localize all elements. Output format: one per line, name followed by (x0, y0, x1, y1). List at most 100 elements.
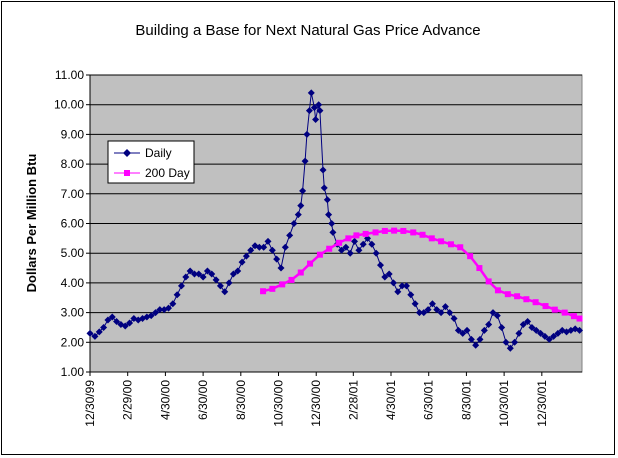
data-point-daily (190, 270, 198, 278)
data-point-daily (424, 306, 432, 314)
data-point-daily (95, 328, 103, 336)
data-point-daily (329, 228, 337, 236)
data-point-daily (346, 249, 354, 257)
data-point-daily (221, 288, 229, 296)
y-tick-label: 10.00 (54, 98, 84, 112)
series-layer (86, 89, 584, 352)
data-point-daily (485, 320, 493, 328)
data-point-daily (398, 282, 406, 290)
data-point-daily (381, 273, 389, 281)
data-point-200-day (269, 285, 276, 292)
data-point-200-day (428, 235, 435, 242)
y-tick-label: 5.00 (61, 246, 85, 260)
data-point-daily (502, 338, 510, 346)
data-point-200-day (400, 227, 407, 234)
x-tick-label: 12/30/00 (309, 380, 323, 427)
data-point-daily (247, 246, 255, 254)
data-point-200-day (551, 306, 558, 313)
data-point-daily (315, 101, 323, 109)
data-point-daily (319, 166, 327, 174)
legend-label-200-day: 200 Day (145, 166, 190, 180)
data-point-daily (550, 332, 558, 340)
data-point-daily (420, 309, 428, 317)
data-point-daily (86, 329, 94, 337)
data-point-daily (225, 279, 233, 287)
data-point-daily (177, 282, 185, 290)
data-point-200-day (523, 296, 530, 303)
y-tick-label: 8.00 (61, 157, 85, 171)
data-point-200-day (336, 239, 343, 246)
x-tick-label: 12/30/99 (83, 380, 97, 427)
data-point-daily (229, 270, 237, 278)
x-tick-label: 10/30/00 (272, 380, 286, 427)
data-point-200-day (353, 232, 360, 239)
data-point-daily (121, 322, 129, 330)
x-tick-label: 8/30/00 (234, 380, 248, 420)
data-point-daily (312, 116, 320, 124)
data-point-daily (541, 332, 549, 340)
x-tick-label: 2/28/01 (346, 380, 360, 420)
data-point-200-day (467, 253, 474, 260)
data-point-daily (273, 255, 281, 263)
data-point-daily (320, 184, 328, 192)
data-point-daily (297, 202, 305, 210)
y-tick-label: 9.00 (61, 127, 85, 141)
data-point-daily (203, 267, 211, 275)
data-point-daily (368, 240, 376, 248)
data-point-daily (493, 312, 501, 320)
legend-box (107, 140, 195, 184)
data-point-200-day (260, 288, 267, 295)
x-tick-label: 10/30/01 (497, 380, 511, 427)
data-point-200-day (476, 265, 483, 272)
data-point-daily (303, 130, 311, 138)
data-point-daily (152, 309, 160, 317)
data-point-200-day (419, 231, 426, 238)
y-tick-label: 3.00 (61, 306, 85, 320)
data-point-200-day (326, 245, 333, 252)
data-point-daily (234, 267, 242, 275)
data-point-daily (511, 338, 519, 346)
y-tick-label: 7.00 (61, 187, 85, 201)
data-point-200-day (485, 278, 492, 285)
data-point-daily (286, 231, 294, 239)
data-point-daily (450, 315, 458, 323)
data-point-daily (351, 237, 359, 245)
data-point-daily (281, 243, 289, 251)
data-point-200-day (438, 238, 445, 245)
legend-swatch-marker-daily (123, 149, 131, 157)
data-point-daily (173, 291, 181, 299)
data-point-daily (433, 306, 441, 314)
y-axis-ticks: 1.00 2.00 3.00 4.00 5.00 6.00 7.00 8.00 9.00 10.0… (54, 68, 90, 379)
data-point-daily (402, 282, 410, 290)
data-point-daily (554, 329, 562, 337)
data-point-200-day (297, 269, 304, 276)
data-point-daily (537, 329, 545, 337)
x-tick-label: 2/29/00 (121, 380, 135, 420)
data-point-daily (323, 196, 331, 204)
data-point-daily (100, 323, 108, 331)
data-point-daily (294, 211, 302, 219)
data-point-daily (328, 220, 336, 227)
y-tick-label: 6.00 (61, 217, 85, 231)
data-point-200-day (372, 229, 379, 236)
data-point-200-day (279, 281, 286, 288)
x-tick-label: 6/30/01 (422, 380, 436, 420)
data-point-200-day (570, 313, 577, 320)
x-axis-ticks: 12/30/99 2/29/00 4/30/00 6/30/00 8/30/00 10/3… (83, 372, 549, 427)
data-point-daily (532, 326, 540, 334)
data-point-daily (299, 187, 307, 195)
data-point-daily (126, 319, 134, 327)
data-point-daily (268, 246, 276, 254)
data-point-daily (104, 316, 112, 324)
data-point-daily (212, 276, 220, 284)
data-point-daily (476, 335, 484, 343)
data-point-daily (199, 273, 207, 281)
data-point-daily (459, 329, 467, 337)
data-point-daily (498, 323, 506, 331)
y-tick-label: 4.00 (61, 276, 85, 290)
data-point-200-day (391, 227, 398, 234)
data-point-200-day (576, 315, 583, 322)
y-axis-label: Dollars Per Million Btu (24, 154, 39, 293)
data-point-daily (316, 107, 324, 115)
data-point-daily (576, 326, 584, 334)
